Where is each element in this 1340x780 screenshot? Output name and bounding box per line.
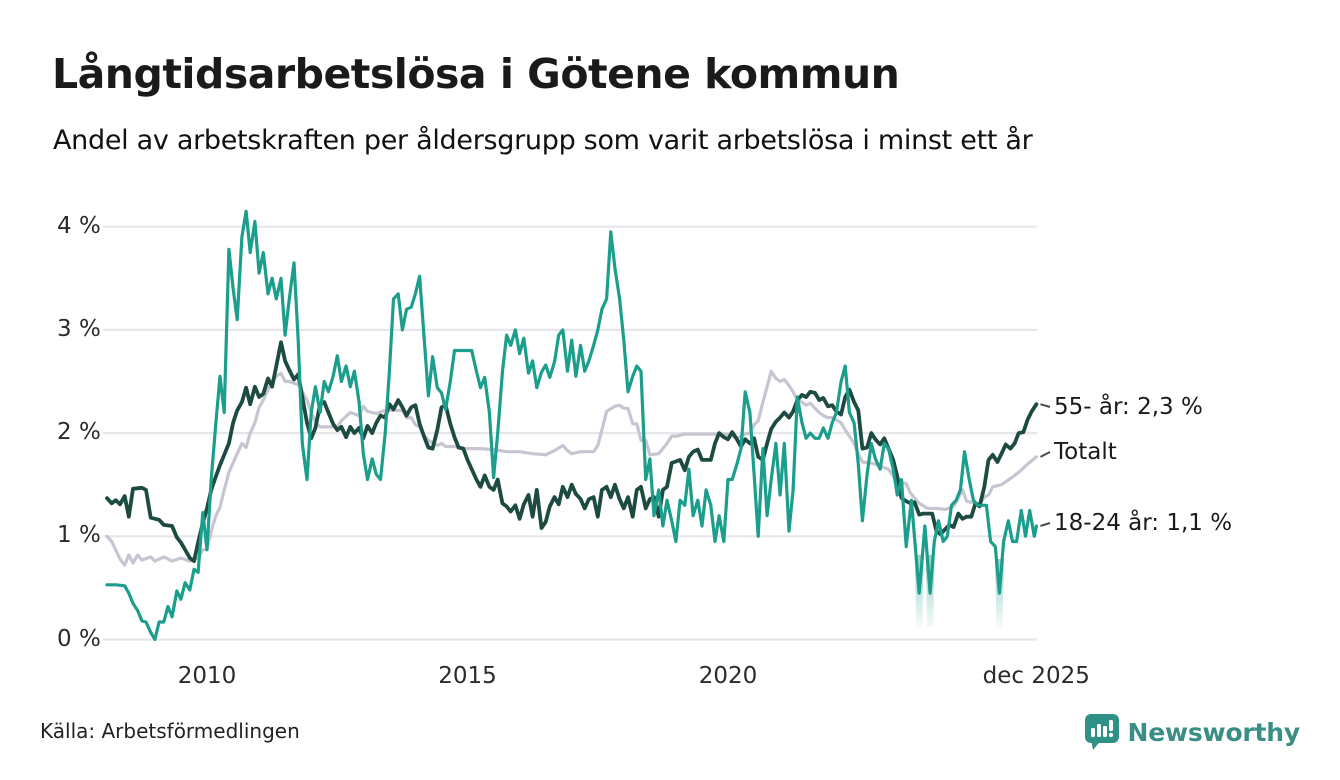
x-tick-label: 2020 [698, 663, 758, 689]
newsworthy-logo-icon [1084, 714, 1119, 750]
newsworthy-logo: Newsworthy [1084, 713, 1301, 751]
page-title: Långtidsarbetslösa i Götene kommun [52, 50, 900, 98]
legend-label-18-24 år: 18-24 år: 1,1 % [1054, 510, 1233, 536]
x-tick-label: dec 2025 [982, 663, 1090, 689]
page-subtitle: Andel av arbetskraften per åldersgrupp s… [53, 125, 1033, 156]
series-line-18-24 år [105, 209, 1039, 642]
y-tick-label: 3 % [57, 315, 101, 342]
series-line-55- år [105, 340, 1039, 563]
series-line-Totalt [105, 369, 1039, 567]
source-note: Källa: Arbetsförmedlingen [40, 719, 300, 743]
legend-label-55- år: 55- år: 2,3 % [1054, 394, 1203, 420]
y-tick-label: 2 % [57, 419, 101, 446]
gridlines [103, 225, 1037, 641]
newsworthy-logo-text: Newsworthy [1127, 717, 1301, 747]
legend-label-Totalt: Totalt [1054, 439, 1117, 465]
y-tick-label: 4 % [57, 212, 101, 239]
y-tick-label: 1 % [57, 522, 101, 549]
y-tick-label: 0 % [57, 625, 101, 652]
legend-tick-Totalt [1039, 451, 1051, 458]
legend-tick-dashes [1039, 403, 1051, 527]
x-tick-label: 2010 [177, 663, 237, 689]
legend-tick-18-24 år [1040, 522, 1051, 527]
legend-tick-55- år [1040, 403, 1051, 408]
x-tick-label: 2015 [438, 663, 497, 689]
series-lines [105, 209, 1039, 642]
